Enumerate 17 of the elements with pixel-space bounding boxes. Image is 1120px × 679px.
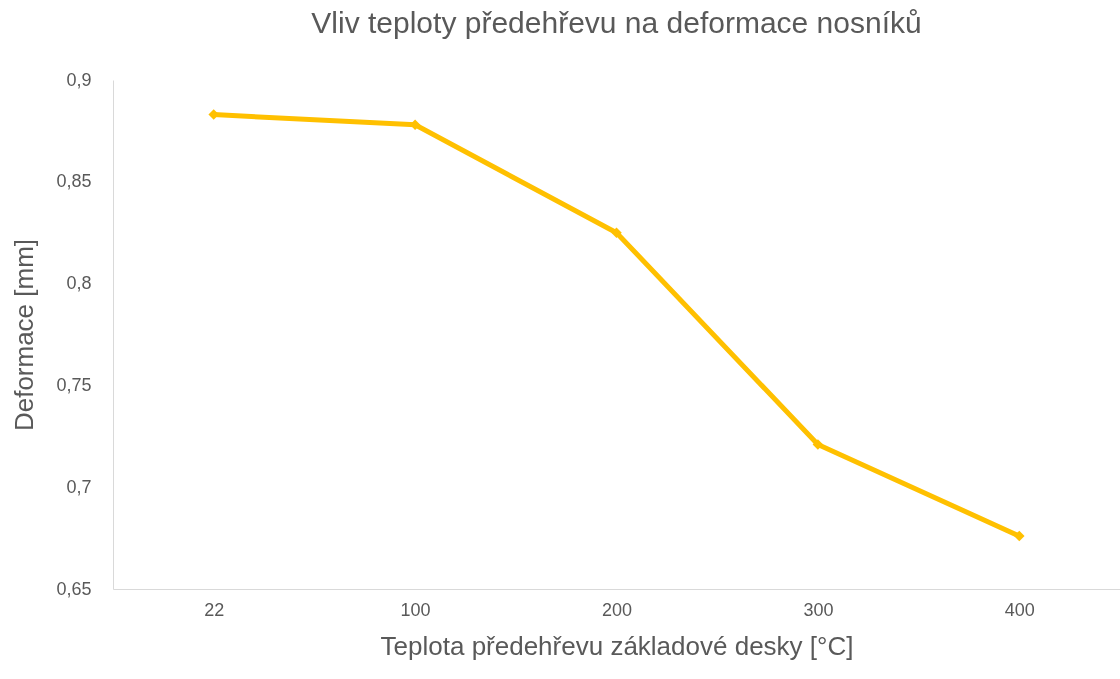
x-tick-label: 300 (803, 599, 834, 620)
x-tick-label: 400 (1004, 599, 1035, 620)
chart-title: Vliv teploty předehřevu na deformace nosníků (311, 6, 922, 39)
x-tick-label: 100 (400, 599, 431, 620)
y-tick-label: 0,75 (56, 374, 92, 395)
y-tick-label: 0,8 (66, 273, 92, 294)
y-tick-label: 0,85 (56, 171, 92, 192)
y-axis-title: Deformace [mm] (9, 238, 40, 432)
y-tick-label: 0,65 (56, 578, 92, 599)
x-axis-title: Teplota předehřevu základové desky [°C] (380, 630, 854, 661)
y-tick-label: 0,7 (66, 476, 92, 497)
point (611, 227, 622, 238)
point (812, 439, 824, 450)
x-tick-label: 200 (601, 599, 633, 620)
x-tick-label: 22 (204, 599, 225, 620)
point (1014, 530, 1025, 542)
y-tick-label: 0,9 (66, 69, 92, 90)
